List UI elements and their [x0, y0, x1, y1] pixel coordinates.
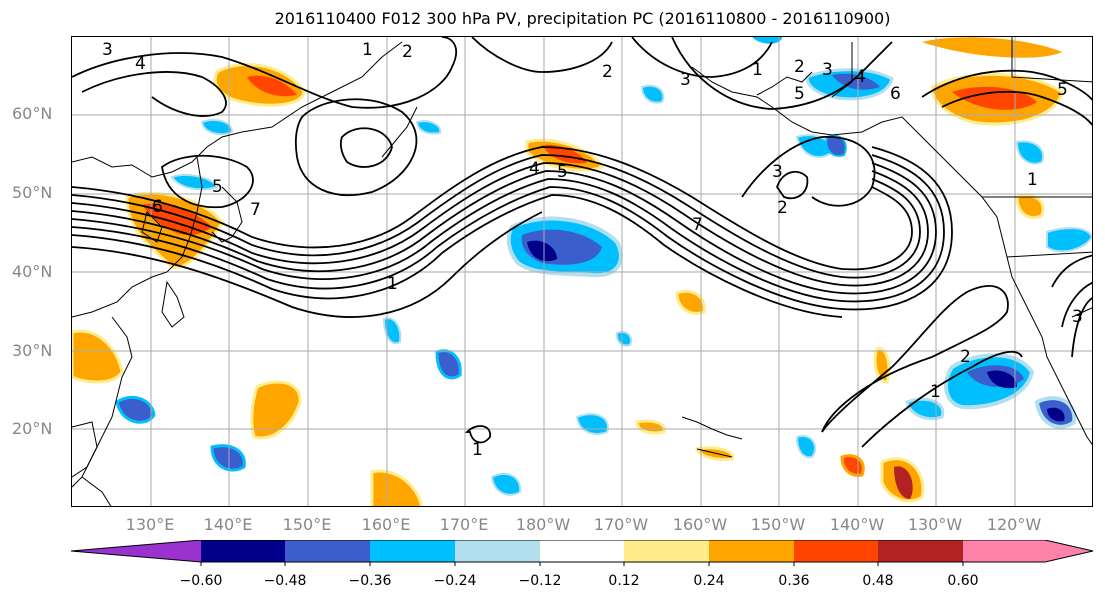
contour-label: 5: [1057, 80, 1068, 100]
map-title: 2016110400 F012 300 hPa PV, precipitatio…: [274, 9, 891, 28]
colorbar-segment: [285, 540, 370, 562]
lon-label-180w: 180°W: [515, 515, 571, 534]
colorbar-tick-label: −0.24: [433, 573, 477, 589]
colorbar-segment: [878, 540, 963, 562]
lat-label-20n: 20°N: [12, 419, 53, 438]
contour-label: 3: [822, 60, 833, 80]
contour-label: 7: [250, 200, 261, 220]
lon-label-150w: 150°W: [750, 515, 806, 534]
contour-label: 3: [102, 40, 113, 60]
graticule: [72, 37, 1092, 506]
contour-label: 1: [362, 40, 373, 60]
contour-label: 3: [772, 162, 783, 182]
colorbar-segment: [370, 540, 455, 562]
lon-label-160w: 160°W: [672, 515, 728, 534]
contour-label: 6: [152, 197, 163, 217]
contour-label: 2: [777, 198, 788, 218]
colorbar-tick-label: −0.12: [518, 573, 562, 589]
colorbar-segment: [794, 540, 878, 562]
contour-labels: 3 4 1 2 5 6 7 1 4 5 3 2 1 2 3 4 5 6 1 5 …: [102, 40, 1083, 460]
lon-label-160e: 160°E: [361, 515, 411, 534]
lon-label-120w: 120°W: [986, 515, 1042, 534]
lon-label-140e: 140°E: [203, 515, 253, 534]
contour-label: 1: [472, 440, 483, 460]
contour-label: 1: [752, 60, 763, 80]
colorbar-segment: [624, 540, 709, 562]
contour-label: 3: [1072, 307, 1083, 327]
map-panel: 3 4 1 2 5 6 7 1 4 5 3 2 1 2 3 4 5 6 1 5 …: [71, 36, 1093, 507]
contour-label: 7: [692, 215, 703, 235]
coastlines: [72, 37, 1092, 506]
colorbar-tick-label: 0.12: [608, 573, 640, 589]
colorbar-tick-label: −0.60: [179, 573, 223, 589]
colorbar-segment: [455, 540, 540, 562]
lat-label-60n: 60°N: [12, 104, 53, 123]
colorbar-segments: [70, 540, 1094, 566]
colorbar-tick-label: 0.24: [693, 573, 725, 589]
contour-label: 1: [1027, 170, 1038, 190]
colorbar-segment: [540, 540, 624, 562]
contour-label: 2: [402, 42, 413, 62]
colorbar-tick-label: 0.48: [862, 573, 894, 589]
lat-label-30n: 30°N: [12, 341, 53, 360]
contour-label: 5: [794, 84, 805, 104]
lat-label-50n: 50°N: [12, 183, 53, 202]
contour-label: 5: [557, 162, 568, 182]
contour-label: 2: [602, 62, 613, 82]
colorbar-tick-label: 0.36: [778, 573, 810, 589]
colorbar-extension-min: [71, 540, 201, 562]
lon-label-140w: 140°W: [829, 515, 885, 534]
contour-label: 4: [135, 54, 146, 74]
contour-label: 2: [794, 57, 805, 77]
contour-label: 4: [855, 67, 866, 87]
lon-label-170w: 170°W: [593, 515, 649, 534]
lat-label-40n: 40°N: [12, 262, 53, 281]
pv-contours: [72, 37, 1092, 448]
contour-label: 1: [387, 274, 398, 294]
colorbar-segment: [709, 540, 794, 562]
contour-label: 2: [960, 347, 971, 367]
contour-label: 6: [890, 84, 901, 104]
contour-label: 1: [930, 382, 941, 402]
precip-shading: [72, 37, 1092, 506]
contour-label: 3: [680, 70, 691, 90]
lon-label-170e: 170°E: [439, 515, 489, 534]
colorbar-tick-label: −0.36: [348, 573, 392, 589]
colorbar-extension-max: [963, 540, 1093, 562]
lon-label-130w: 130°W: [907, 515, 963, 534]
colorbar: [70, 540, 1094, 566]
lon-label-150e: 150°E: [282, 515, 332, 534]
colorbar-tick-label: 0.60: [947, 573, 979, 589]
lon-label-130e: 130°E: [125, 515, 175, 534]
map-canvas: 3 4 1 2 5 6 7 1 4 5 3 2 1 2 3 4 5 6 1 5 …: [72, 37, 1092, 506]
colorbar-tick-label: −0.48: [263, 573, 307, 589]
contour-label: 4: [529, 159, 540, 179]
colorbar-segment: [201, 540, 285, 562]
contour-label: 5: [212, 177, 223, 197]
